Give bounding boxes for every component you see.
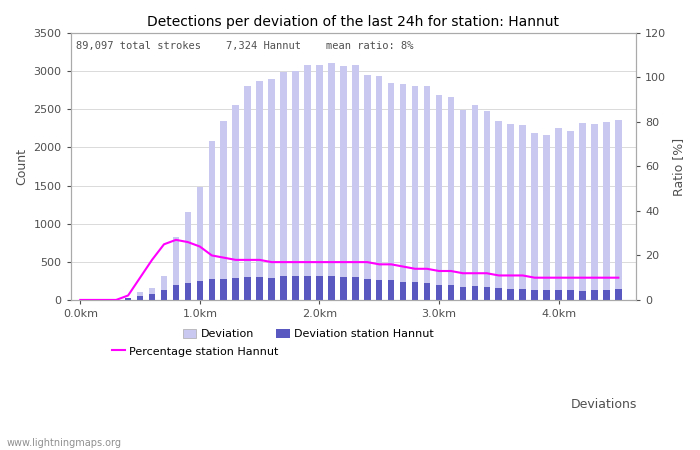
Bar [364,279,370,300]
Bar [148,288,155,300]
Bar [496,288,502,300]
Bar [388,280,395,300]
Bar [435,95,442,300]
Bar [567,130,574,300]
Bar [256,277,263,300]
Bar [484,287,490,300]
Bar [292,71,299,300]
Bar [424,86,430,300]
Bar [244,277,251,300]
Bar [304,65,311,300]
Bar [603,290,610,300]
Title: Detections per deviation of the last 24h for station: Hannut: Detections per deviation of the last 24h… [148,15,559,29]
Bar [173,237,179,300]
Bar [136,296,144,300]
Bar [435,285,442,300]
Text: Deviations: Deviations [570,398,637,411]
Bar [376,76,382,300]
Legend: Percentage station Hannut: Percentage station Hannut [107,342,284,361]
Bar [209,279,215,300]
Bar [400,84,407,300]
Bar [592,290,598,300]
Bar [232,105,239,300]
Bar [185,212,191,300]
Bar [220,122,227,300]
Bar [567,290,574,300]
Bar [364,75,370,300]
Bar [508,124,514,300]
Bar [173,285,179,300]
Bar [615,120,622,300]
Bar [519,289,526,300]
Bar [197,187,203,300]
Bar [113,298,120,300]
Bar [340,66,346,300]
Y-axis label: Ratio [%]: Ratio [%] [672,137,685,195]
Bar [424,283,430,300]
Bar [113,299,120,300]
Y-axis label: Count: Count [15,148,28,185]
Bar [412,86,419,300]
Bar [125,297,132,300]
Text: 89,097 total strokes    7,324 Hannut    mean ratio: 8%: 89,097 total strokes 7,324 Hannut mean r… [76,41,414,51]
Bar [292,276,299,300]
Bar [460,110,466,300]
Bar [579,123,586,300]
Bar [316,276,323,300]
Bar [304,276,311,300]
Bar [340,277,346,300]
Bar [448,97,454,300]
Bar [232,278,239,300]
Bar [209,141,215,300]
Bar [472,286,478,300]
Bar [161,276,167,300]
Bar [328,276,335,300]
Bar [244,86,251,300]
Bar [603,122,610,300]
Bar [328,63,335,300]
Bar [460,288,466,300]
Bar [531,290,538,300]
Bar [280,276,287,300]
Bar [101,299,108,300]
Bar [531,133,538,300]
Bar [543,290,550,300]
Bar [161,290,167,300]
Bar [352,65,358,300]
Bar [412,283,419,300]
Bar [89,299,95,300]
Bar [136,292,144,300]
Bar [496,122,502,300]
Bar [268,278,275,300]
Bar [268,80,275,300]
Bar [508,289,514,300]
Bar [543,135,550,300]
Bar [555,128,562,300]
Bar [472,105,478,300]
Bar [376,280,382,300]
Bar [185,283,191,300]
Text: www.lightningmaps.org: www.lightningmaps.org [7,438,122,448]
Bar [256,81,263,300]
Bar [579,291,586,300]
Bar [615,289,622,300]
Bar [280,72,287,300]
Bar [400,282,407,300]
Bar [352,277,358,300]
Bar [125,298,132,300]
Bar [555,290,562,300]
Bar [316,65,323,300]
Bar [148,294,155,300]
Bar [448,285,454,300]
Bar [101,299,108,300]
Bar [484,111,490,300]
Bar [388,83,395,300]
Bar [197,281,203,300]
Bar [592,124,598,300]
Bar [519,125,526,300]
Bar [220,279,227,300]
